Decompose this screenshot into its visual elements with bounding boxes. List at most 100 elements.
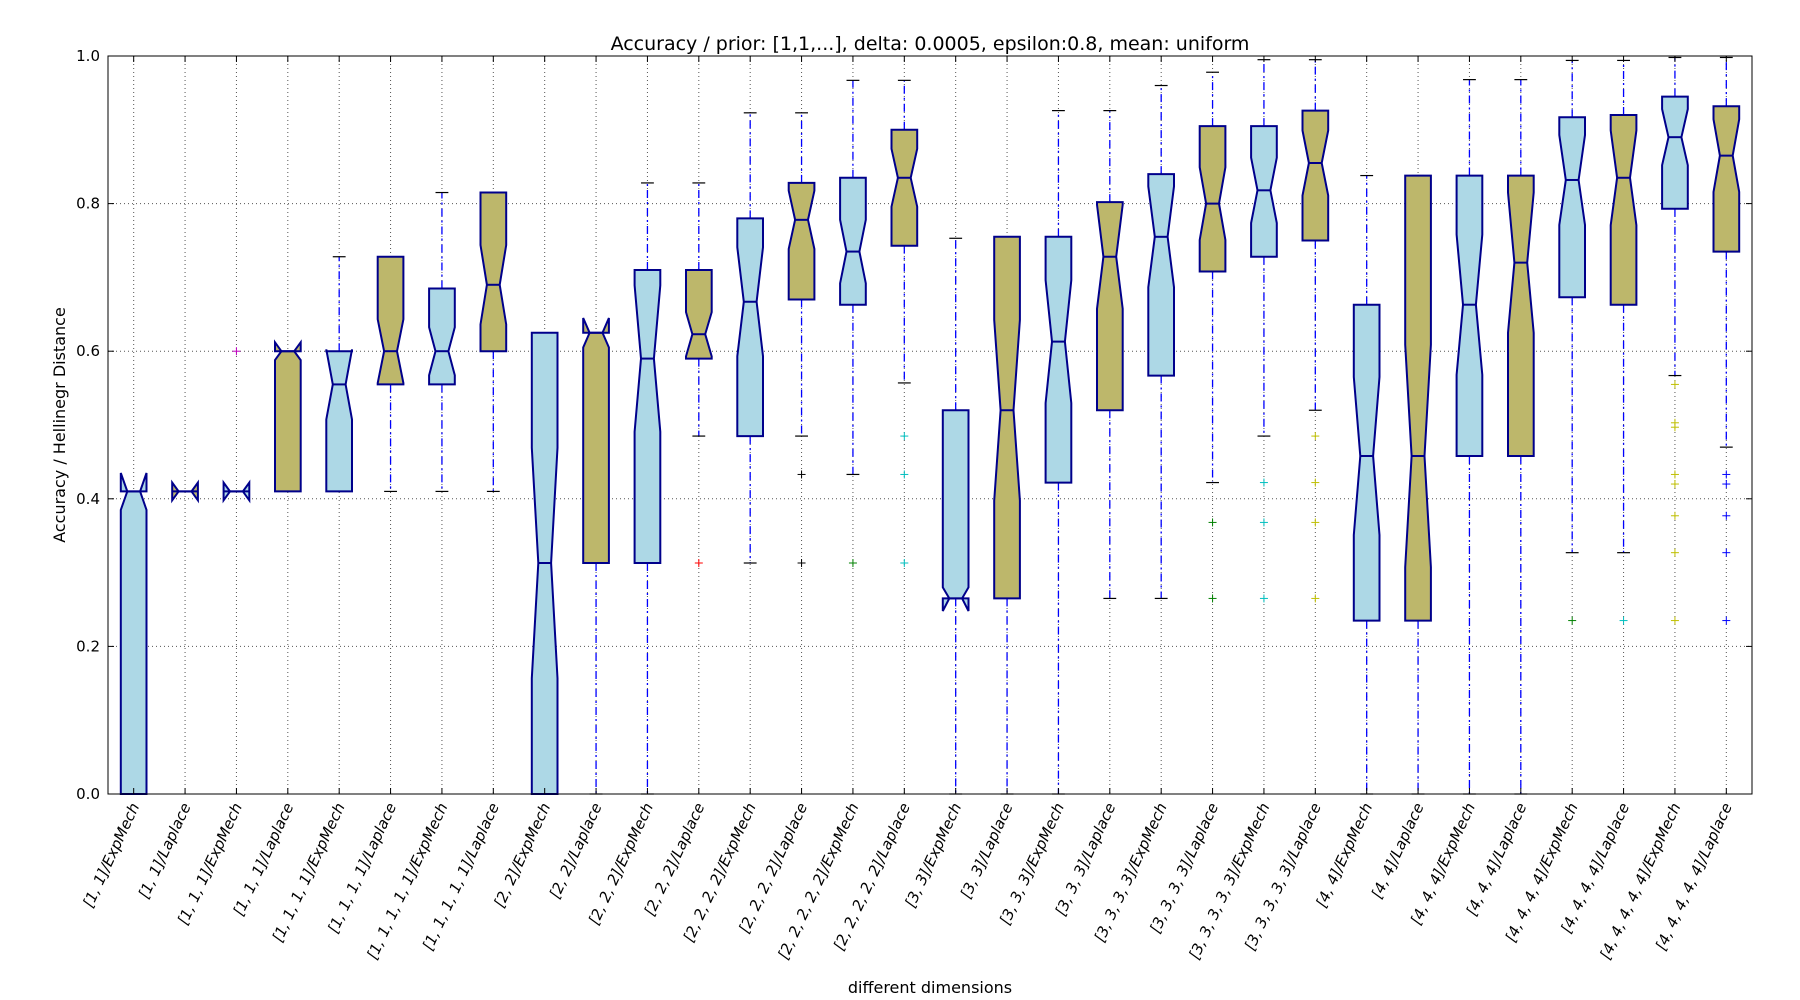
box-laplace	[1404, 174, 1432, 795]
flier-point	[1568, 616, 1577, 625]
flier-point	[1670, 423, 1679, 432]
box-expmech	[119, 472, 148, 795]
box-expmech	[1250, 59, 1278, 603]
flier-point	[1722, 470, 1731, 479]
flier-point	[1670, 380, 1679, 389]
box-body	[890, 128, 919, 247]
y-tick-label: 0.2	[76, 637, 100, 655]
box-expmech	[736, 112, 764, 564]
box-laplace	[1096, 110, 1124, 600]
box-expmech	[222, 347, 251, 504]
flier-point	[900, 470, 909, 479]
box-expmech	[941, 237, 970, 795]
flier-point	[1722, 548, 1731, 557]
flier-point	[1670, 480, 1679, 489]
flier-point	[1259, 518, 1268, 527]
box-body	[1198, 125, 1227, 273]
box-body	[274, 339, 302, 493]
y-tick-label: 0.0	[76, 785, 100, 803]
box-body	[1147, 173, 1175, 377]
flier-point	[900, 432, 909, 441]
box-laplace	[274, 339, 302, 493]
flier-point	[1722, 480, 1731, 489]
box-body	[171, 479, 199, 504]
x-tick-label: [1, 1]/Laplace	[135, 800, 195, 901]
flier-point	[797, 470, 806, 479]
box-expmech	[428, 191, 456, 493]
box-body	[1507, 174, 1535, 457]
box-laplace	[376, 255, 405, 493]
y-axis-label: Accuracy / Hellinegr Distance	[50, 307, 69, 543]
box-body	[736, 217, 764, 438]
box-body	[633, 269, 662, 564]
box-body	[993, 235, 1021, 600]
flier-point	[1722, 511, 1731, 520]
flier-point	[1208, 594, 1217, 603]
flier-point	[1311, 518, 1320, 527]
y-axis-ticks: 0.0 0.2 0.4 0.6 0.8 1.0	[76, 47, 1752, 803]
box-body	[1250, 125, 1278, 258]
y-tick-label: 0.4	[76, 490, 100, 508]
box-body	[787, 181, 816, 301]
box-expmech	[1352, 174, 1381, 795]
box-laplace	[1712, 56, 1741, 625]
box-laplace	[1301, 59, 1330, 603]
box-body	[941, 409, 970, 612]
box-series	[119, 56, 1741, 795]
box-body	[119, 472, 148, 795]
flier-point	[1311, 432, 1320, 441]
box-body	[376, 255, 405, 386]
flier-point	[797, 559, 806, 568]
box-expmech	[633, 182, 662, 795]
flier-point	[1670, 511, 1679, 520]
box-laplace	[1198, 71, 1227, 603]
flier-point	[1670, 548, 1679, 557]
y-tick-label: 0.6	[76, 342, 100, 360]
box-body	[1455, 174, 1484, 457]
x-tick-label: [3, 3]/Laplace	[957, 800, 1017, 901]
flier-point	[1311, 478, 1320, 487]
flier-point	[1670, 616, 1679, 625]
plot-frame	[107, 55, 1753, 795]
box-body	[1044, 235, 1073, 484]
grid-lines	[108, 56, 1752, 794]
box-body	[1301, 109, 1330, 242]
box-laplace	[685, 182, 713, 568]
box-body	[839, 176, 867, 306]
box-expmech	[325, 256, 353, 493]
box-body	[1096, 201, 1124, 412]
flier-point	[1259, 478, 1268, 487]
box-body	[1609, 114, 1638, 306]
box-laplace	[582, 317, 610, 795]
box-body	[685, 269, 713, 360]
box-body	[1712, 105, 1741, 253]
x-tick-label: [4, 4]/Laplace	[1368, 800, 1428, 901]
flier-point	[1619, 616, 1628, 625]
box-laplace	[787, 112, 816, 568]
flier-point	[900, 559, 909, 568]
box-expmech	[1044, 110, 1073, 795]
box-body	[582, 317, 610, 564]
box-body	[428, 287, 456, 386]
chart-title: Accuracy / prior: [1,1,...], delta: 0.00…	[611, 33, 1250, 55]
box-expmech	[1661, 56, 1689, 625]
box-expmech	[839, 79, 867, 568]
flier-point	[694, 559, 703, 568]
box-body	[479, 191, 508, 353]
box-laplace	[993, 235, 1021, 795]
box-laplace	[171, 479, 199, 504]
box-body	[1558, 116, 1586, 299]
flier-point	[1722, 616, 1731, 625]
flier-point	[232, 347, 241, 356]
y-tick-label: 0.8	[76, 195, 100, 213]
box-body	[1661, 95, 1689, 210]
flier-point	[1670, 470, 1679, 479]
x-tick-label: [2, 2]/Laplace	[546, 800, 606, 901]
flier-point	[848, 559, 857, 568]
x-axis-label: different dimensions	[848, 978, 1012, 997]
box-laplace	[479, 191, 508, 493]
box-expmech	[1455, 79, 1484, 795]
flier-point	[1311, 594, 1320, 603]
flier-point	[1259, 594, 1268, 603]
